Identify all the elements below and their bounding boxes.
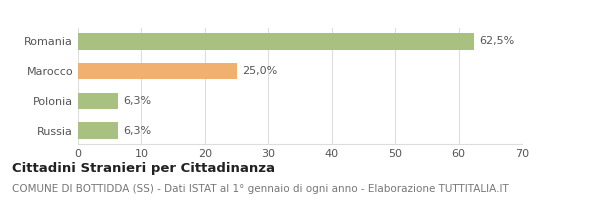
Text: 62,5%: 62,5%: [479, 36, 515, 46]
Text: 6,3%: 6,3%: [123, 126, 151, 136]
Bar: [78, 63, 236, 79]
Bar: [78, 33, 475, 50]
Text: 25,0%: 25,0%: [242, 66, 277, 76]
Text: 6,3%: 6,3%: [123, 96, 151, 106]
Text: COMUNE DI BOTTIDDA (SS) - Dati ISTAT al 1° gennaio di ogni anno - Elaborazione T: COMUNE DI BOTTIDDA (SS) - Dati ISTAT al …: [12, 184, 509, 194]
Bar: [78, 122, 118, 139]
Bar: [78, 93, 118, 109]
Text: Cittadini Stranieri per Cittadinanza: Cittadini Stranieri per Cittadinanza: [12, 162, 275, 175]
